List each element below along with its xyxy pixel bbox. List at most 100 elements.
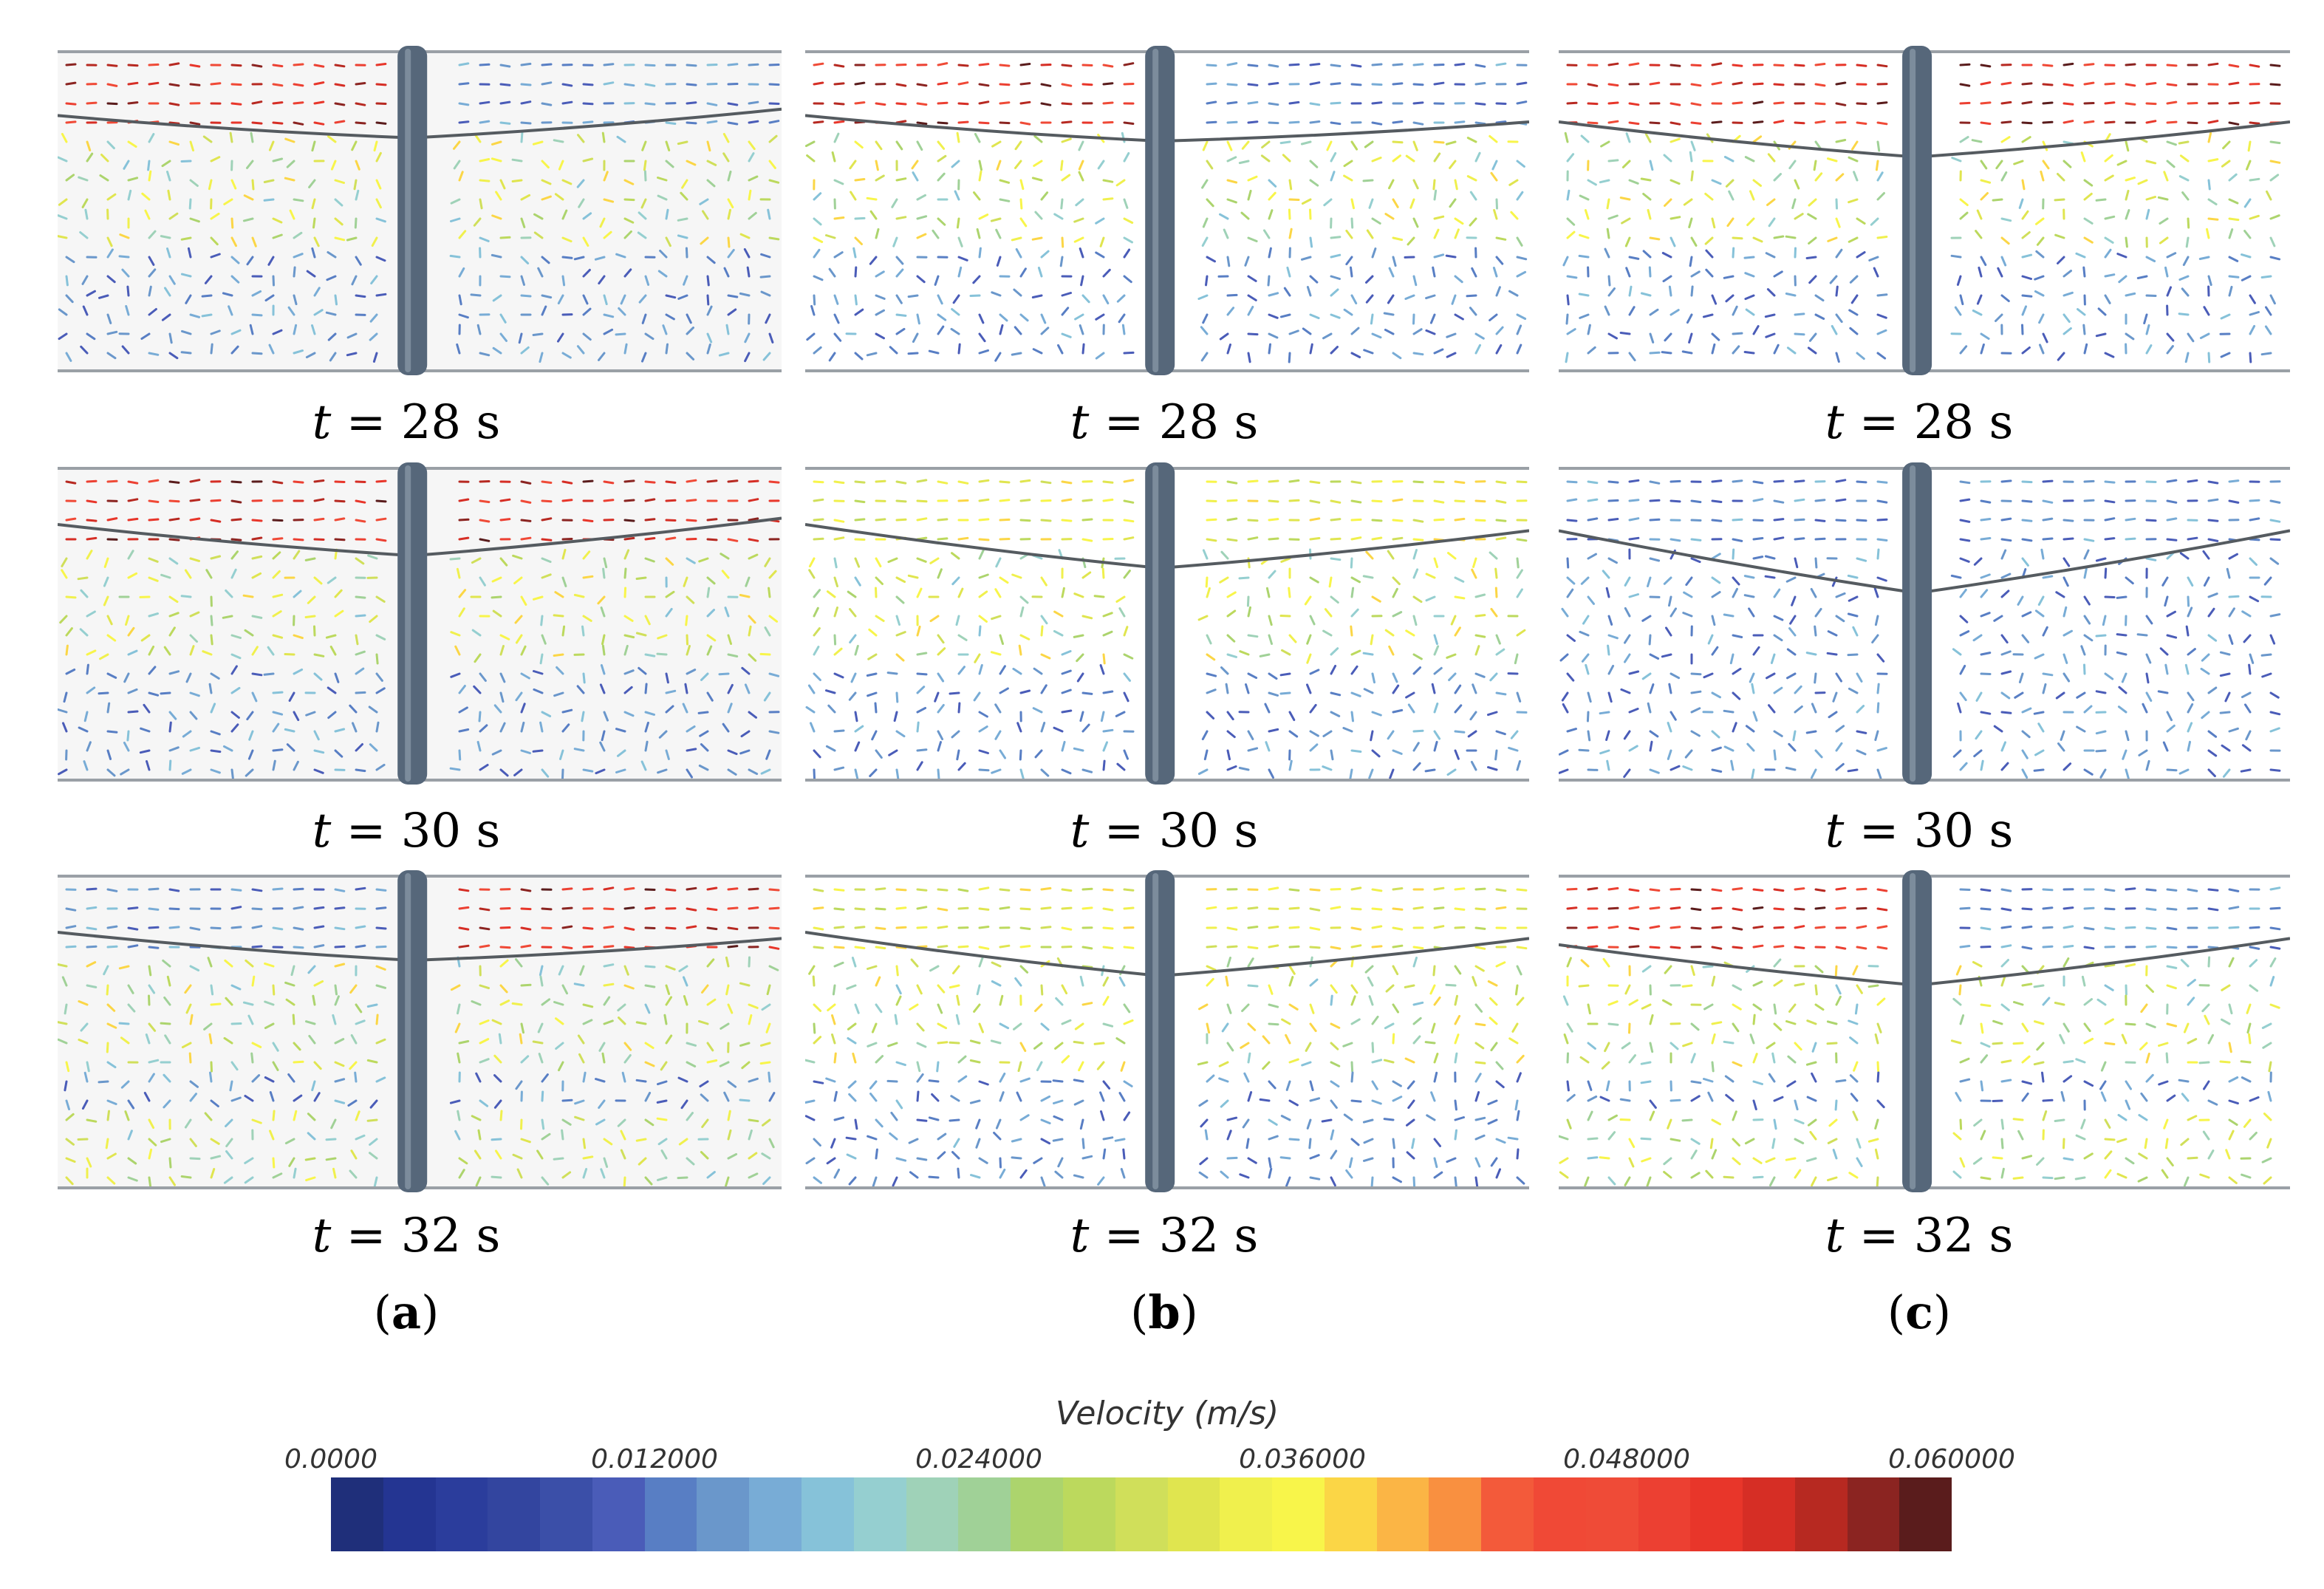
velocity-arrow [2181,191,2190,201]
velocity-arrow [2241,744,2252,752]
velocity-arrow [1993,615,2003,622]
velocity-arrow [1362,1118,1374,1124]
velocity-arrow [1806,1096,1817,1102]
velocity-arrow [659,250,668,259]
velocity-arrow [727,236,731,248]
velocity-arrow [1301,1061,1312,1067]
velocity-arrow [813,62,824,66]
velocity-arrow [1578,748,1590,752]
velocity-arrow [698,557,709,563]
velocity-arrow [934,691,940,703]
velocity-arrow [230,906,242,910]
velocity-arrow [533,670,544,675]
velocity-arrow [1642,193,1652,201]
velocity-arrow [1474,1003,1483,1013]
velocity-arrow [1040,906,1052,910]
velocity-arrow [230,538,242,541]
velocity-arrow [1102,538,1114,541]
velocity-arrow [978,749,989,754]
velocity-arrow [1690,690,1702,694]
velocity-arrow [1474,121,1486,126]
velocity-arrow [2228,1042,2232,1053]
velocity-arrow [375,217,386,223]
velocity-arrow [1876,548,1880,560]
velocity-arrow [1115,595,1126,603]
velocity-arrow [311,140,316,152]
velocity-arrow [1219,576,1229,584]
velocity-arrow [210,329,221,335]
velocity-arrow [907,352,919,355]
velocity-arrow [1952,749,1962,758]
velocity-arrow [1081,768,1093,773]
velocity-arrow [2228,1003,2233,1015]
velocity-arrow [727,1110,731,1121]
velocity-arrow [623,1176,626,1188]
velocity-arrow [1495,120,1507,124]
velocity-arrow [665,1034,673,1045]
velocity-arrow [561,236,573,243]
velocity-arrow [706,179,716,188]
velocity-arrow [1828,1118,1838,1127]
velocity-arrow [748,189,752,201]
velocity-arrow [1619,1098,1631,1102]
colorbar-tick: 0.024000 [915,1444,1042,1474]
velocity-arrow [1811,1072,1817,1083]
velocity-arrow [1306,1118,1312,1130]
velocity-arrow [61,976,68,987]
velocity-arrow [1628,945,1640,949]
velocity-arrow [2000,1003,2010,1011]
velocity-arrow [1728,190,1735,201]
velocity-arrow [313,768,324,774]
velocity-arrow [499,498,511,502]
velocity-arrow [1016,1091,1022,1102]
velocity-arrow [1766,672,1776,680]
velocity-arrow [1019,267,1027,278]
velocity-arrow [1371,595,1381,603]
velocity-arrow [2018,198,2024,209]
velocity-arrow [2145,256,2156,262]
velocity-arrow [1732,1138,1740,1147]
velocity-arrow [1061,480,1073,485]
velocity-arrow [1856,906,1867,910]
velocity-arrow [1412,352,1424,356]
velocity-arrow [1875,160,1879,171]
velocity-arrow [686,748,697,752]
velocity-arrow [2249,926,2260,929]
velocity-arrow [1268,570,1277,579]
velocity-arrow [1707,1091,1714,1102]
velocity-arrow [1454,1116,1465,1121]
velocity-arrow [1454,275,1463,284]
velocity-arrow [1238,160,1250,165]
velocity-arrow [1226,83,1238,86]
velocity-arrow [1848,236,1859,243]
velocity-arrow [106,102,118,106]
pile-cylinder [1145,462,1175,785]
velocity-arrow [332,1167,337,1179]
velocity-arrow [1012,667,1022,675]
velocity-arrow [1081,499,1093,502]
velocity-arrow [1711,294,1718,305]
velocity-arrow [2080,645,2086,656]
velocity-arrow [1268,944,1279,949]
velocity-arrow [2249,499,2260,502]
velocity-arrow [2083,615,2091,625]
velocity-arrow [1669,1138,1681,1142]
velocity-arrow [1061,519,1073,522]
velocity-arrow [620,1149,626,1160]
velocity-arrow [929,557,940,564]
velocity-arrow [888,749,898,756]
velocity-arrow [875,518,886,522]
velocity-arrow [2104,595,2116,598]
velocity-arrow [1732,479,1743,483]
velocity-arrow [2000,711,2012,714]
velocity-arrow [1871,634,1879,643]
velocity-arrow [1392,1003,1399,1014]
velocity-arrow [657,177,668,182]
velocity-arrow [1095,313,1105,321]
velocity-arrow [1268,292,1279,297]
velocity-arrow [854,946,866,949]
velocity-arrow [727,653,739,657]
velocity-arrow [1749,190,1755,201]
velocity-arrow [1040,615,1048,625]
velocity-arrow [727,1080,737,1088]
